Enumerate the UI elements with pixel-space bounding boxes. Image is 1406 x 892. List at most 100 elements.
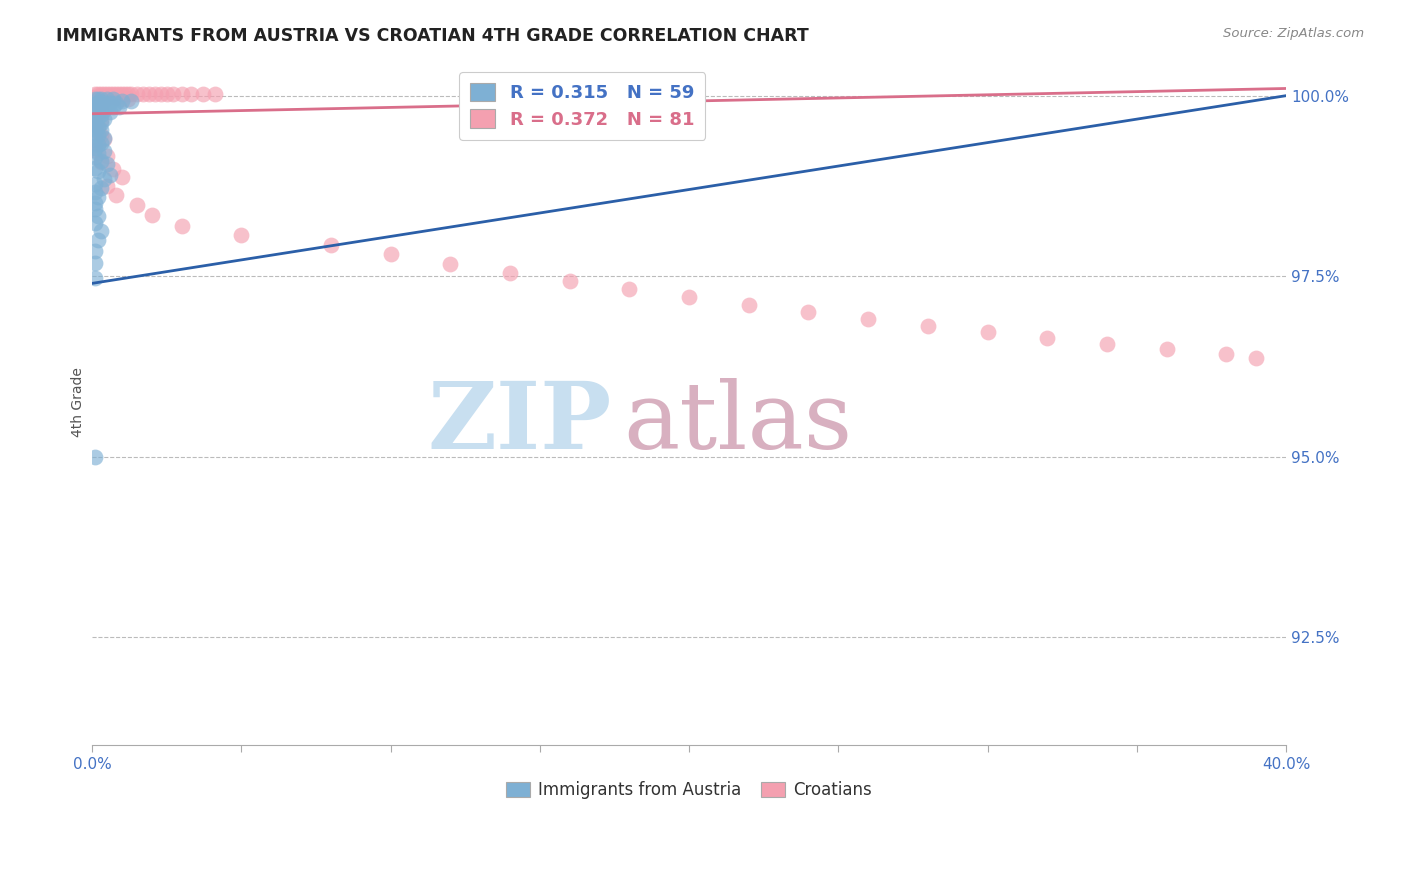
Point — [976, 326, 998, 340]
Point — [87, 136, 110, 151]
Point — [101, 92, 124, 106]
Point — [84, 97, 107, 112]
Point — [90, 87, 112, 102]
Legend: Immigrants from Austria, Croatians: Immigrants from Austria, Croatians — [499, 774, 879, 805]
Point — [1036, 331, 1059, 345]
Point — [93, 130, 115, 145]
Text: ZIP: ZIP — [427, 378, 612, 468]
Point — [84, 123, 107, 137]
Point — [98, 95, 121, 110]
Point — [90, 113, 112, 128]
Point — [93, 132, 115, 146]
Point — [87, 120, 110, 134]
Point — [87, 128, 110, 143]
Point — [87, 100, 110, 114]
Point — [90, 90, 112, 104]
Point — [87, 111, 110, 125]
Point — [558, 274, 581, 288]
Point — [856, 312, 879, 326]
Point — [101, 87, 124, 102]
Point — [87, 94, 110, 108]
Point — [98, 87, 121, 102]
Point — [120, 87, 142, 102]
Point — [84, 116, 107, 130]
Point — [90, 224, 112, 238]
Point — [108, 87, 131, 102]
Point — [101, 99, 124, 113]
Point — [90, 116, 112, 130]
Point — [93, 87, 115, 102]
Point — [84, 150, 107, 164]
Point — [1215, 347, 1237, 361]
Point — [499, 266, 522, 280]
Text: Source: ZipAtlas.com: Source: ZipAtlas.com — [1223, 27, 1364, 40]
Point — [84, 133, 107, 147]
Point — [84, 92, 107, 106]
Point — [180, 87, 202, 102]
Point — [87, 209, 110, 223]
Point — [619, 282, 641, 296]
Point — [96, 148, 118, 162]
Point — [90, 92, 112, 106]
Point — [87, 164, 110, 178]
Point — [87, 137, 110, 152]
Point — [93, 90, 115, 104]
Point — [108, 100, 131, 114]
Point — [111, 87, 134, 102]
Point — [90, 153, 112, 168]
Point — [93, 103, 115, 117]
Point — [96, 157, 118, 171]
Point — [111, 92, 134, 106]
Point — [84, 111, 107, 125]
Point — [84, 196, 107, 211]
Point — [1095, 337, 1118, 351]
Point — [96, 178, 118, 193]
Point — [90, 103, 112, 117]
Point — [149, 87, 172, 102]
Point — [98, 168, 121, 182]
Point — [87, 92, 110, 106]
Point — [93, 144, 115, 158]
Point — [90, 123, 112, 137]
Point — [87, 146, 110, 161]
Point — [84, 141, 107, 155]
Point — [96, 87, 118, 102]
Point — [105, 188, 128, 202]
Point — [98, 95, 121, 110]
Point — [84, 126, 107, 140]
Point — [120, 95, 142, 109]
Point — [111, 94, 134, 108]
Point — [90, 98, 112, 112]
Point — [84, 143, 107, 157]
Point — [90, 128, 112, 142]
Point — [170, 87, 193, 102]
Point — [84, 186, 107, 200]
Point — [84, 96, 107, 111]
Point — [90, 136, 112, 150]
Point — [156, 87, 179, 102]
Point — [98, 90, 121, 104]
Point — [84, 118, 107, 132]
Point — [1156, 342, 1178, 356]
Point — [90, 97, 112, 112]
Y-axis label: 4th Grade: 4th Grade — [72, 368, 86, 437]
Point — [231, 227, 253, 242]
Point — [93, 95, 115, 110]
Point — [204, 87, 226, 102]
Point — [84, 107, 107, 121]
Point — [96, 99, 118, 113]
Point — [1244, 351, 1267, 366]
Point — [87, 95, 110, 110]
Point — [84, 202, 107, 216]
Text: atlas: atlas — [623, 378, 852, 468]
Point — [111, 170, 134, 185]
Point — [141, 208, 163, 222]
Point — [101, 162, 124, 177]
Point — [84, 90, 107, 104]
Point — [105, 91, 128, 105]
Point — [117, 92, 139, 106]
Point — [125, 87, 148, 102]
Point — [87, 190, 110, 204]
Point — [170, 219, 193, 233]
Point — [132, 87, 155, 102]
